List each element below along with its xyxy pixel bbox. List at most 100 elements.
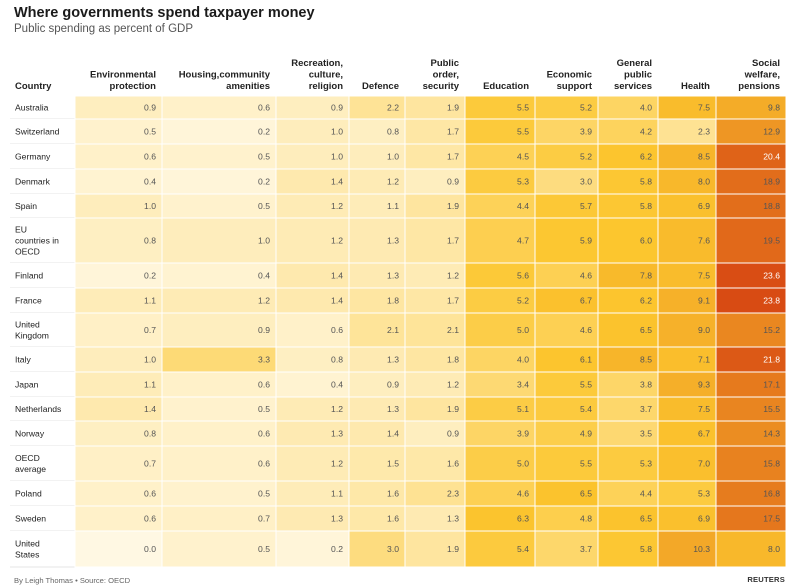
cell-value: 8.5 xyxy=(640,355,652,365)
heatmap-chart: Country Environmental protection Housing,co… xyxy=(10,58,787,568)
row-label-cell xyxy=(10,506,75,531)
cell-value: 4.0 xyxy=(517,355,529,365)
cell-value: 2.3 xyxy=(698,127,710,137)
cell-value: 0.8 xyxy=(387,127,399,137)
row-label: Norway xyxy=(15,429,45,439)
heatmap-cell xyxy=(464,143,536,170)
row-label-cell xyxy=(10,347,75,372)
cell-value: 6.7 xyxy=(580,296,592,306)
row-label: France xyxy=(15,296,42,306)
heatmap-cell xyxy=(161,262,277,289)
cell-value: 5.3 xyxy=(517,177,529,187)
cell-value: 9.3 xyxy=(698,380,710,390)
cell-value: 3.9 xyxy=(517,429,529,439)
cell-value: 1.7 xyxy=(447,127,459,137)
row-label: Sweden xyxy=(15,514,46,524)
column-header: Recreation, culture, religion xyxy=(291,58,343,92)
heatmap-cell xyxy=(657,371,717,398)
cell-value: 0.6 xyxy=(144,514,156,524)
heatmap-cell xyxy=(657,193,717,219)
heatmap-cell xyxy=(534,193,599,219)
heatmap-cell xyxy=(348,118,406,145)
cell-value: 9.1 xyxy=(698,296,710,306)
row-label-cell xyxy=(10,481,75,506)
cell-value: 0.4 xyxy=(331,380,343,390)
heatmap-cell xyxy=(534,371,599,398)
cell-value: 1.7 xyxy=(447,236,459,246)
row-label: Germany xyxy=(15,152,51,162)
column-header: General public services xyxy=(614,58,652,92)
cell-value: 1.0 xyxy=(331,152,343,162)
heatmap-cell xyxy=(715,143,787,170)
cell-value: 7.1 xyxy=(698,355,710,365)
heatmap-cell xyxy=(715,287,787,314)
cell-value: 3.7 xyxy=(580,544,592,554)
heatmap-cell xyxy=(534,530,599,568)
cell-value: 1.5 xyxy=(387,459,399,469)
heatmap-cell xyxy=(464,118,536,145)
heatmap-cell xyxy=(657,530,717,568)
cell-value: 0.6 xyxy=(144,489,156,499)
cell-value: 4.7 xyxy=(517,236,529,246)
heatmap-cell xyxy=(597,396,659,422)
heatmap-cell xyxy=(404,530,466,568)
cell-value: 3.4 xyxy=(517,380,529,390)
cell-value: 5.0 xyxy=(517,459,529,469)
heatmap-cell xyxy=(275,168,350,195)
heatmap-cell xyxy=(161,287,277,314)
heatmap-cell xyxy=(74,346,163,373)
heatmap-cell xyxy=(74,396,163,422)
cell-value: 1.4 xyxy=(144,404,156,414)
cell-value: 1.0 xyxy=(258,236,270,246)
cell-value: 6.9 xyxy=(698,514,710,524)
cell-value: 4.9 xyxy=(580,429,592,439)
cell-value: 1.3 xyxy=(387,404,399,414)
column-header: Public order, security xyxy=(423,58,460,92)
heatmap-cell xyxy=(715,445,787,482)
row-label: Italy xyxy=(15,355,31,365)
heatmap-cell xyxy=(657,312,717,348)
cell-value: 5.8 xyxy=(640,201,652,211)
row-label-cell xyxy=(10,96,75,119)
heatmap-cell xyxy=(657,420,717,447)
cell-value: 4.4 xyxy=(640,489,652,499)
column-header: Health xyxy=(681,81,710,92)
cell-value: 14.3 xyxy=(763,429,780,439)
cell-value: 0.5 xyxy=(258,152,270,162)
cell-value: 5.5 xyxy=(517,127,529,137)
cell-value: 1.1 xyxy=(144,296,156,306)
cell-value: 0.5 xyxy=(258,544,270,554)
heatmap-cell xyxy=(161,143,277,170)
heatmap-cell xyxy=(597,371,659,398)
heatmap-cell xyxy=(275,217,350,264)
cell-value: 1.1 xyxy=(144,380,156,390)
cell-value: 1.4 xyxy=(387,429,399,439)
heatmap-cell xyxy=(534,420,599,447)
cell-value: 4.6 xyxy=(517,489,529,499)
heatmap-cell xyxy=(404,193,466,219)
heatmap-cell xyxy=(275,396,350,422)
cell-value: 15.2 xyxy=(763,325,780,335)
heatmap-cell xyxy=(715,530,787,568)
cell-value: 4.2 xyxy=(640,127,652,137)
cell-value: 1.3 xyxy=(387,236,399,246)
column-header: Housing,community amenities xyxy=(179,70,271,93)
cell-value: 1.4 xyxy=(331,296,343,306)
row-label: Finland xyxy=(15,271,43,281)
row-label-cell xyxy=(10,218,75,263)
cell-value: 0.6 xyxy=(144,152,156,162)
row-label: Switzerland xyxy=(15,127,60,137)
cell-value: 3.5 xyxy=(640,429,652,439)
heatmap-cell xyxy=(464,530,536,568)
cell-value: 6.1 xyxy=(580,355,592,365)
heatmap-cell xyxy=(161,371,277,398)
cell-value: 6.2 xyxy=(640,296,652,306)
cell-value: 1.9 xyxy=(447,103,459,113)
cell-value: 9.0 xyxy=(698,325,710,335)
heatmap-cell xyxy=(715,480,787,507)
cell-value: 3.3 xyxy=(258,355,270,365)
row-label: Australia xyxy=(15,103,49,113)
cell-value: 15.5 xyxy=(763,404,780,414)
cell-value: 7.5 xyxy=(698,103,710,113)
row-label-cell xyxy=(10,421,75,446)
